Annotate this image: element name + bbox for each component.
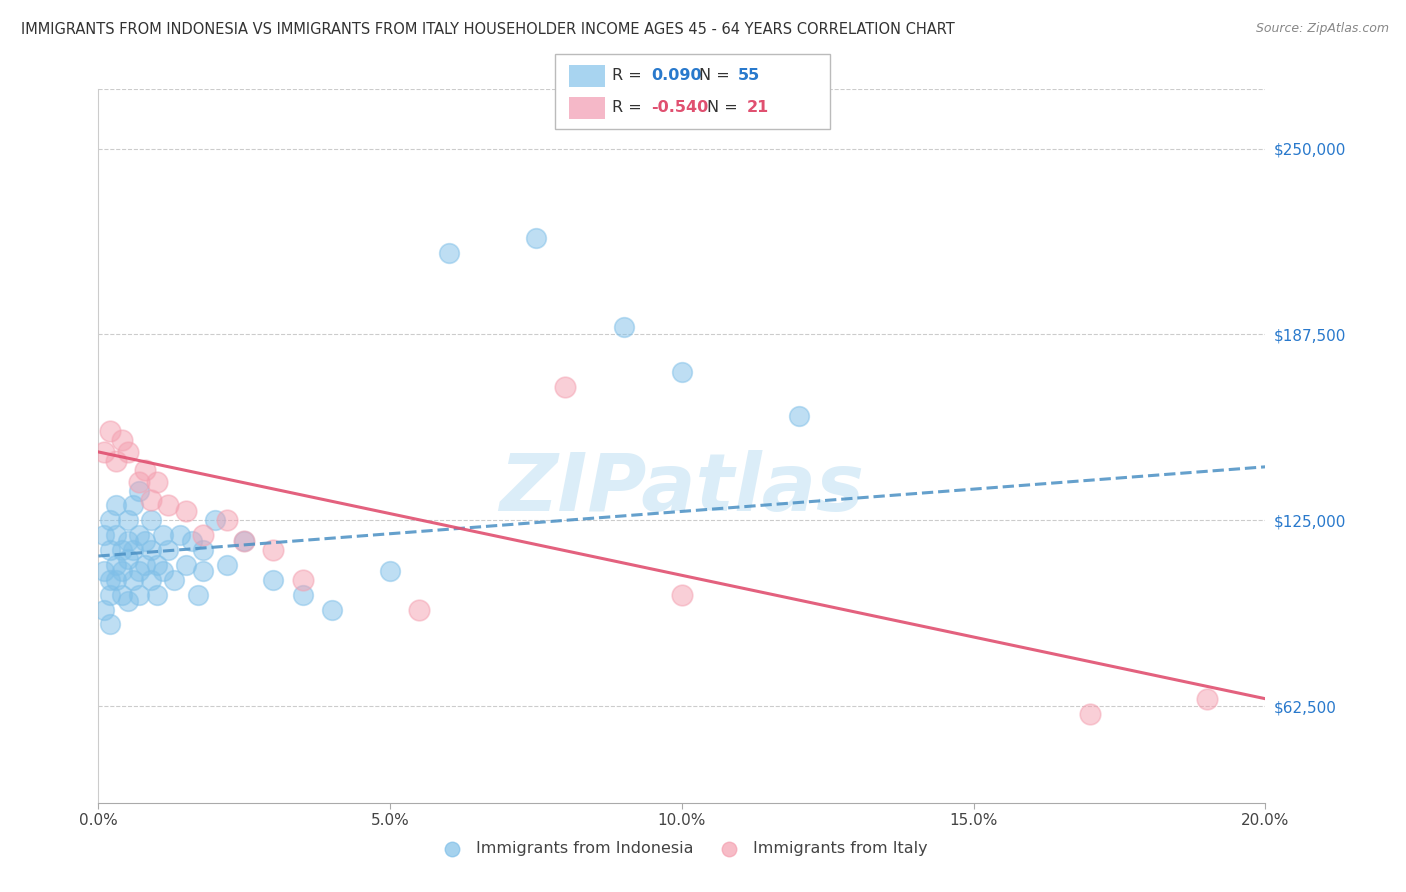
Point — [174, 558, 197, 572]
Point — [111, 564, 134, 578]
Text: Source: ZipAtlas.com: Source: ZipAtlas.com — [1256, 22, 1389, 36]
Point — [612, 320, 634, 334]
Point — [98, 424, 121, 438]
Point — [117, 445, 139, 459]
Point — [524, 231, 547, 245]
Text: IMMIGRANTS FROM INDONESIA VS IMMIGRANTS FROM ITALY HOUSEHOLDER INCOME AGES 45 - : IMMIGRANTS FROM INDONESIA VS IMMIGRANTS … — [21, 22, 955, 37]
Point — [1080, 706, 1102, 721]
Point — [193, 543, 215, 558]
Point — [98, 513, 121, 527]
Point — [117, 593, 139, 607]
Text: 21: 21 — [747, 101, 769, 115]
Point — [128, 483, 150, 498]
Point — [291, 588, 314, 602]
Point — [671, 588, 693, 602]
Point — [193, 564, 215, 578]
Point — [111, 588, 134, 602]
Point — [152, 564, 174, 578]
Point — [93, 445, 115, 459]
Point — [787, 409, 810, 424]
Point — [104, 454, 127, 468]
Point — [671, 365, 693, 379]
Point — [139, 513, 162, 527]
Point — [163, 573, 186, 587]
Text: R =: R = — [612, 69, 647, 83]
Point — [104, 528, 127, 542]
Point — [262, 543, 284, 558]
Text: ZIPatlas: ZIPatlas — [499, 450, 865, 528]
Point — [117, 513, 139, 527]
Point — [128, 528, 150, 542]
Point — [1195, 691, 1218, 706]
Point — [98, 588, 121, 602]
Point — [134, 463, 156, 477]
Point — [104, 499, 127, 513]
Point — [93, 564, 115, 578]
Point — [122, 573, 145, 587]
Point — [187, 588, 209, 602]
Point — [117, 534, 139, 549]
Point — [215, 558, 238, 572]
Point — [98, 573, 121, 587]
Point — [104, 558, 127, 572]
Point — [128, 475, 150, 489]
Point — [139, 573, 162, 587]
Point — [554, 379, 576, 393]
Point — [98, 543, 121, 558]
Point — [128, 564, 150, 578]
Point — [437, 245, 460, 260]
Point — [152, 528, 174, 542]
Point — [169, 528, 191, 542]
Point — [128, 588, 150, 602]
Point — [157, 543, 180, 558]
Point — [262, 573, 284, 587]
Text: 55: 55 — [738, 69, 761, 83]
Point — [157, 499, 180, 513]
Point — [146, 475, 169, 489]
Point — [146, 588, 169, 602]
Point — [104, 573, 127, 587]
Point — [93, 528, 115, 542]
Text: 0.090: 0.090 — [651, 69, 702, 83]
Point — [134, 558, 156, 572]
Point — [122, 543, 145, 558]
Point — [408, 602, 430, 616]
Point — [291, 573, 314, 587]
Point — [117, 552, 139, 566]
Point — [139, 492, 162, 507]
Point — [146, 558, 169, 572]
Point — [134, 534, 156, 549]
Point — [204, 513, 226, 527]
Point — [233, 534, 256, 549]
Point — [111, 433, 134, 447]
Point — [321, 602, 343, 616]
Point — [215, 513, 238, 527]
Point — [193, 528, 215, 542]
Point — [380, 564, 402, 578]
Legend: Immigrants from Indonesia, Immigrants from Italy: Immigrants from Indonesia, Immigrants fr… — [430, 835, 934, 863]
Point — [139, 543, 162, 558]
Text: N =: N = — [707, 101, 744, 115]
Point — [111, 543, 134, 558]
Point — [233, 534, 256, 549]
Point — [122, 499, 145, 513]
Point — [93, 602, 115, 616]
Text: -0.540: -0.540 — [651, 101, 709, 115]
Point — [180, 534, 202, 549]
Text: R =: R = — [612, 101, 647, 115]
Text: N =: N = — [699, 69, 735, 83]
Point — [98, 617, 121, 632]
Point — [174, 504, 197, 518]
